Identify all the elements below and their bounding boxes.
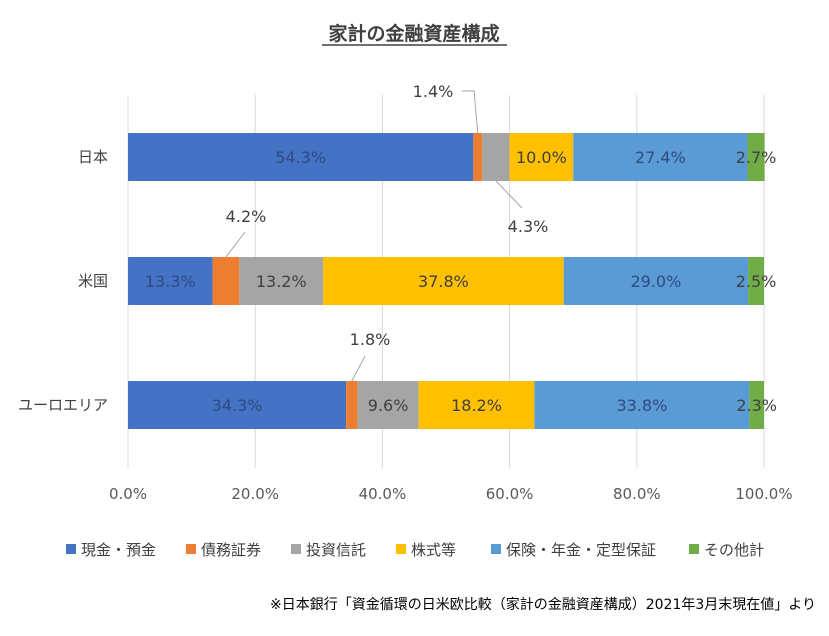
- bar-segment: [534, 381, 750, 429]
- bar-segment: [418, 381, 535, 429]
- leader-line: [225, 231, 246, 258]
- data-label: 9.6%: [368, 396, 409, 415]
- leader-line: [495, 180, 523, 209]
- legend-swatch: [491, 544, 501, 554]
- source-note: ※日本銀行「資金循環の日米欧比較（家計の金融資産構成）2021年3月末現在値」よ…: [270, 596, 816, 613]
- category-label: ユーロエリア: [18, 396, 108, 414]
- bar-segment: [563, 257, 749, 305]
- bar-segment: [212, 257, 240, 305]
- bar-segment: [323, 257, 564, 305]
- data-label: 4.3%: [508, 217, 549, 236]
- value-axis: 0.0% 20.0% 40.0% 60.0% 80.0% 100.0%: [109, 485, 793, 503]
- data-label: 2.5%: [736, 272, 777, 291]
- legend-label: 投資信託: [306, 541, 366, 559]
- bar-segment: [749, 381, 764, 429]
- legend-label: 保険・年金・定型保証: [506, 541, 656, 559]
- bar-segment: [473, 133, 483, 181]
- x-tick-label: 60.0%: [486, 485, 534, 503]
- legend: 現金・預金 債務証券 投資信託 株式等 保険・年金・定型保証 その他計: [66, 541, 764, 559]
- data-label: 33.8%: [616, 396, 667, 415]
- legend-label: 債務証券: [201, 541, 261, 559]
- bar-segment: [573, 133, 748, 181]
- legend-label: 株式等: [411, 541, 456, 559]
- data-label: 18.2%: [451, 396, 502, 415]
- bar-segment: [748, 257, 764, 305]
- x-tick-label: 40.0%: [359, 485, 407, 503]
- bars: [128, 133, 765, 429]
- bar-segment: [357, 381, 419, 429]
- category-label: 日本: [78, 148, 108, 166]
- legend-swatch: [186, 544, 196, 554]
- data-label: 2.7%: [736, 148, 777, 167]
- data-label: 34.3%: [212, 396, 263, 415]
- data-label: 29.0%: [630, 272, 681, 291]
- data-label: 54.3%: [275, 148, 326, 167]
- legend-swatch: [689, 544, 699, 554]
- x-tick-label: 0.0%: [109, 485, 147, 503]
- data-label: 1.8%: [350, 330, 391, 349]
- data-label: 10.0%: [516, 148, 567, 167]
- data-label: 2.3%: [736, 396, 777, 415]
- leader-line: [462, 90, 479, 134]
- bar-segment: [128, 133, 474, 181]
- bar-segment: [128, 381, 347, 429]
- x-tick-label: 20.0%: [231, 485, 279, 503]
- x-tick-label: 100.0%: [735, 485, 792, 503]
- legend-swatch: [291, 544, 301, 554]
- bar-segment: [128, 257, 213, 305]
- data-label: 1.4%: [413, 82, 454, 101]
- data-label: 4.2%: [226, 207, 267, 226]
- x-tick-label: 80.0%: [613, 485, 661, 503]
- data-label: 13.3%: [145, 272, 196, 291]
- bar-segment: [482, 133, 510, 181]
- legend-label: 現金・預金: [81, 541, 156, 559]
- chart-title: 家計の金融資産構成: [328, 22, 499, 45]
- bar-segment: [509, 133, 574, 181]
- legend-swatch: [396, 544, 406, 554]
- bar-segment: [346, 381, 358, 429]
- data-label: 27.4%: [635, 148, 686, 167]
- bar-segment: [747, 133, 765, 181]
- data-labels: 54.3% 10.0% 27.4% 2.7% 1.4% 4.3% 13.3% 13.2% 37.…: [145, 82, 777, 415]
- leader-lines: [225, 90, 523, 382]
- category-label: 米国: [78, 272, 108, 290]
- leader-line: [351, 355, 366, 382]
- legend-swatch: [66, 544, 76, 554]
- data-label: 13.2%: [256, 272, 307, 291]
- data-label: 37.8%: [418, 272, 469, 291]
- bar-segment: [239, 257, 324, 305]
- legend-label: その他計: [704, 541, 764, 559]
